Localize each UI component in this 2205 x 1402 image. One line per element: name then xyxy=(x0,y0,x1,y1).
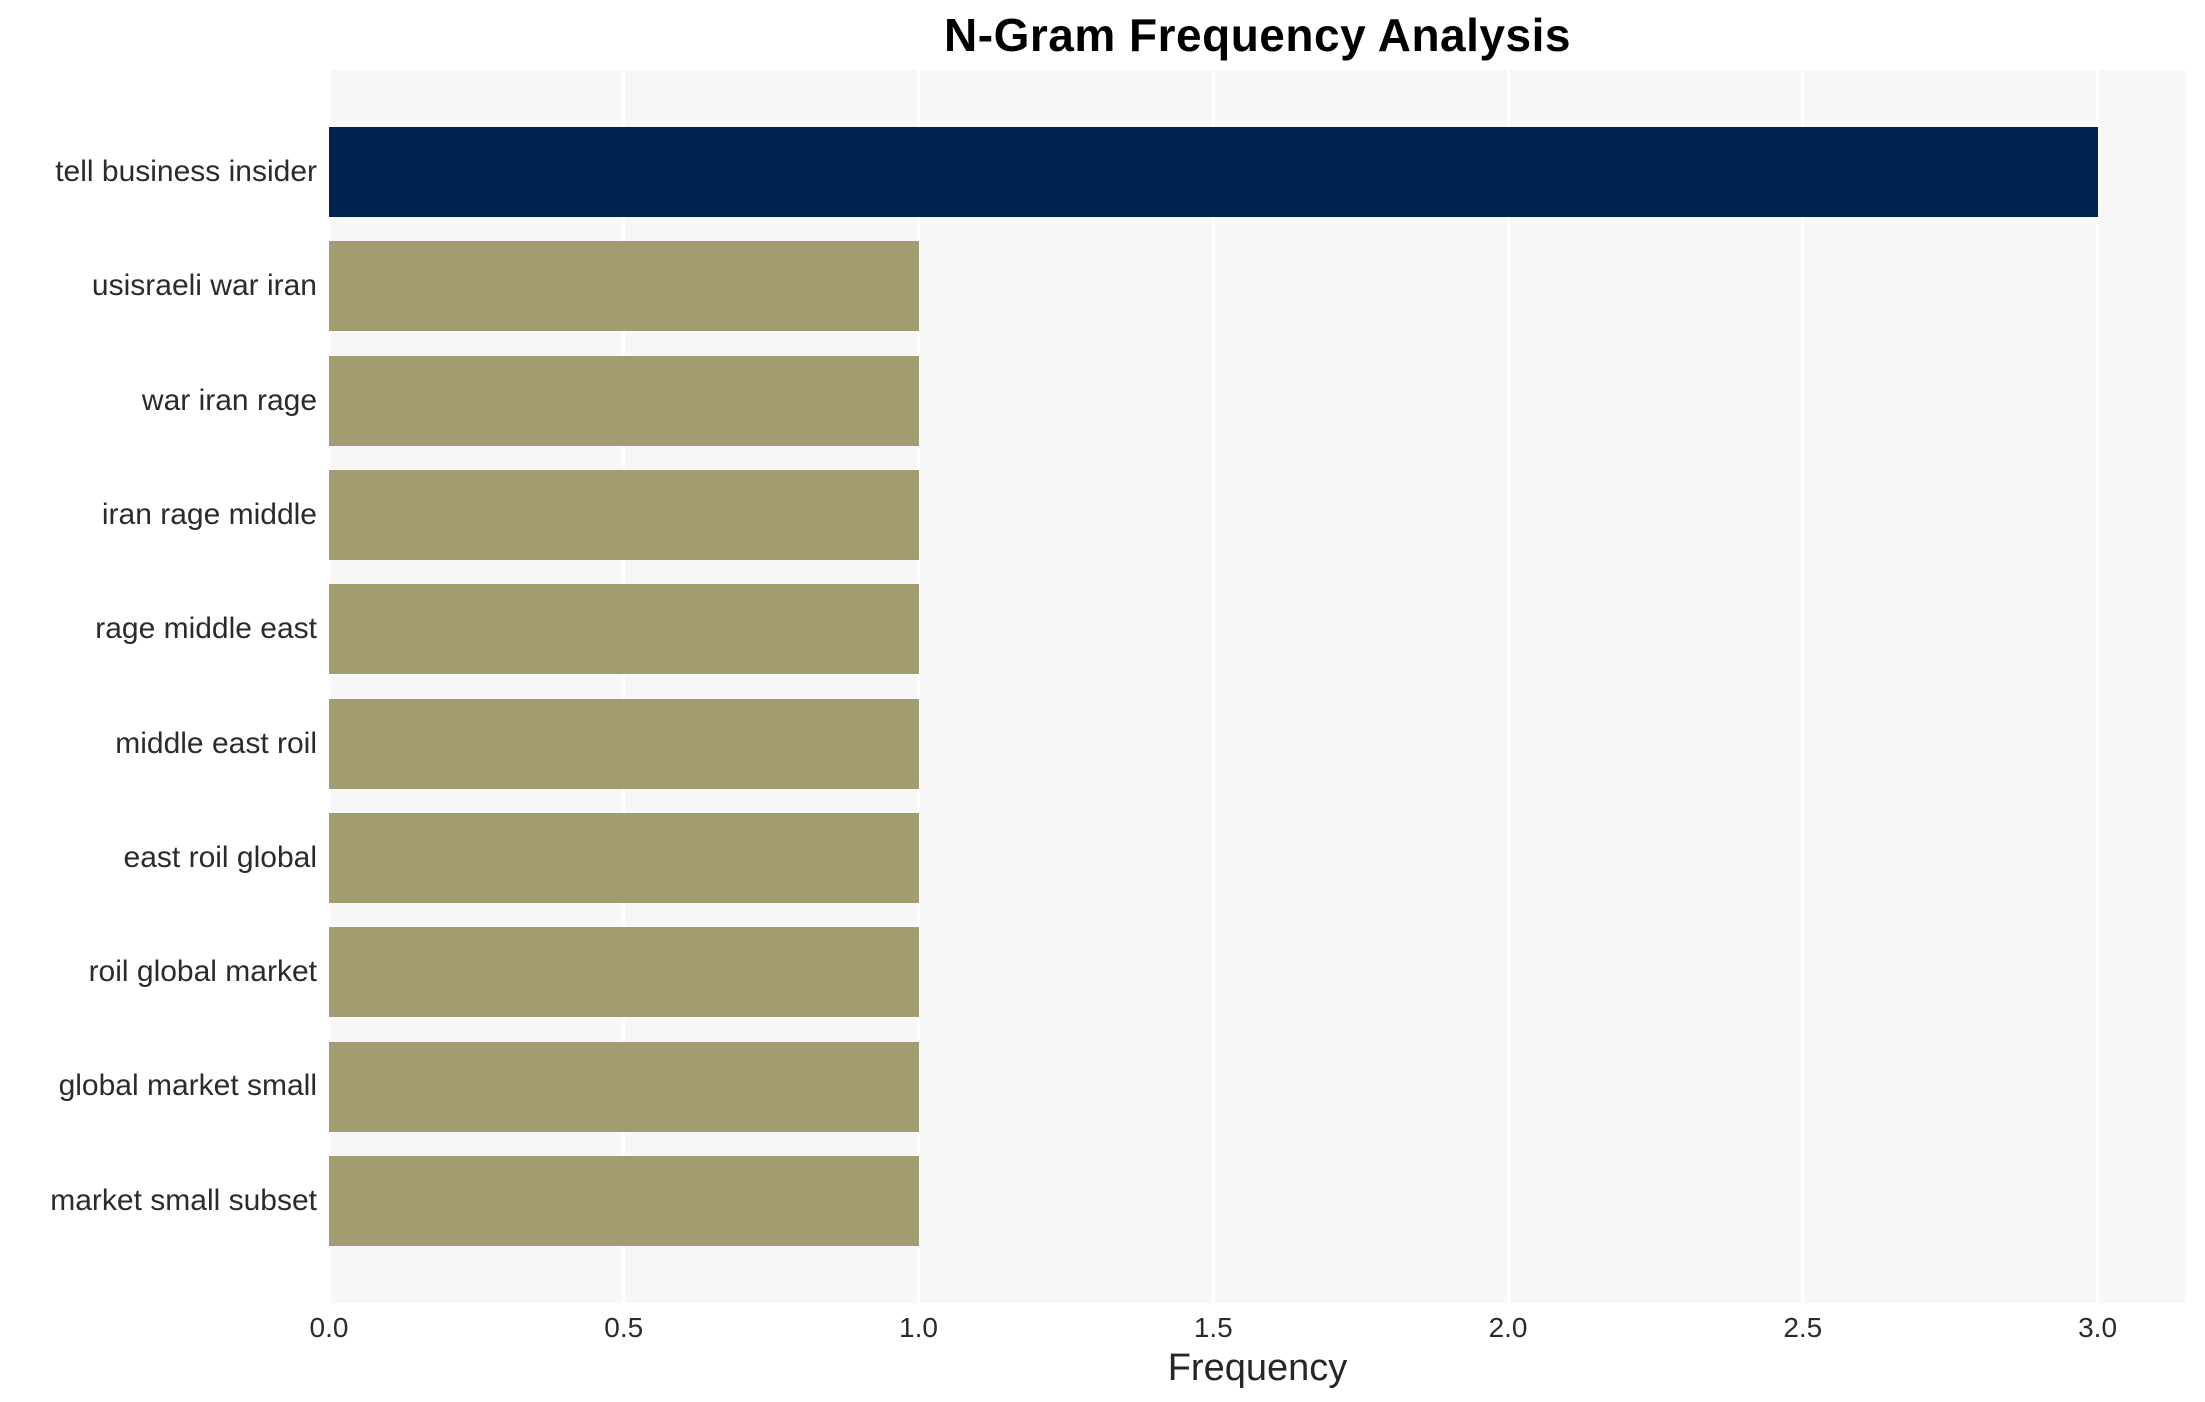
gridline-x-0.5 xyxy=(622,70,626,1303)
bar-tell-business-insider xyxy=(329,127,2098,218)
y-axis: tell business insider usisraeli war iran w… xyxy=(0,70,317,1303)
x-axis: 0.0 0.5 1.0 1.5 2.0 2.5 3.0 xyxy=(310,1303,2186,1349)
y-tick-label: market small subset xyxy=(50,1183,317,1217)
x-tick-label: 1.5 xyxy=(1193,1312,1233,1343)
bar-rage-middle-east xyxy=(329,584,919,675)
plot-area xyxy=(327,70,2186,1303)
bar-global-market-small xyxy=(329,1041,919,1132)
gridline-x-2 xyxy=(1506,70,1510,1303)
y-tick-label: global market small xyxy=(58,1069,317,1103)
x-tick-label: 0.0 xyxy=(309,1312,349,1343)
bar-usisraeli-war-iran xyxy=(329,241,919,332)
x-tick-label: 0.5 xyxy=(604,1312,644,1343)
y-tick-label: usisraeli war iran xyxy=(91,269,317,303)
y-tick-label: rage middle east xyxy=(95,612,317,646)
gridline-x-3 xyxy=(2096,70,2100,1303)
bar-war-iran-rage xyxy=(329,355,919,446)
bar-middle-east-roil xyxy=(329,698,919,789)
x-tick-label: 3.0 xyxy=(2078,1312,2118,1343)
bar-east-roil-global xyxy=(329,812,919,903)
gridline-x-1.5 xyxy=(1211,70,1215,1303)
y-tick-label: middle east roil xyxy=(115,726,317,760)
gridline-x-1 xyxy=(917,70,921,1303)
x-tick-label: 1.0 xyxy=(899,1312,938,1343)
y-tick-label: roil global market xyxy=(88,955,317,989)
x-tick-label: 2.5 xyxy=(1783,1312,1823,1343)
bar-market-small-subset xyxy=(329,1155,919,1246)
bar-roil-global-market xyxy=(329,927,919,1018)
bar-iran-rage-middle xyxy=(329,470,919,561)
y-tick-label: iran rage middle xyxy=(101,497,317,531)
y-tick-label: tell business insider xyxy=(55,155,317,188)
y-tick-label: east roil global xyxy=(123,840,317,874)
x-axis-title: Frequency xyxy=(1167,1347,1348,1389)
gridline-x-0 xyxy=(327,70,331,1303)
x-tick-label: 2.0 xyxy=(1488,1312,1528,1343)
gridline-x-2.5 xyxy=(1801,70,1805,1303)
chart-title: N-Gram Frequency Analysis xyxy=(944,9,1571,61)
y-tick-label: war iran rage xyxy=(141,383,317,417)
